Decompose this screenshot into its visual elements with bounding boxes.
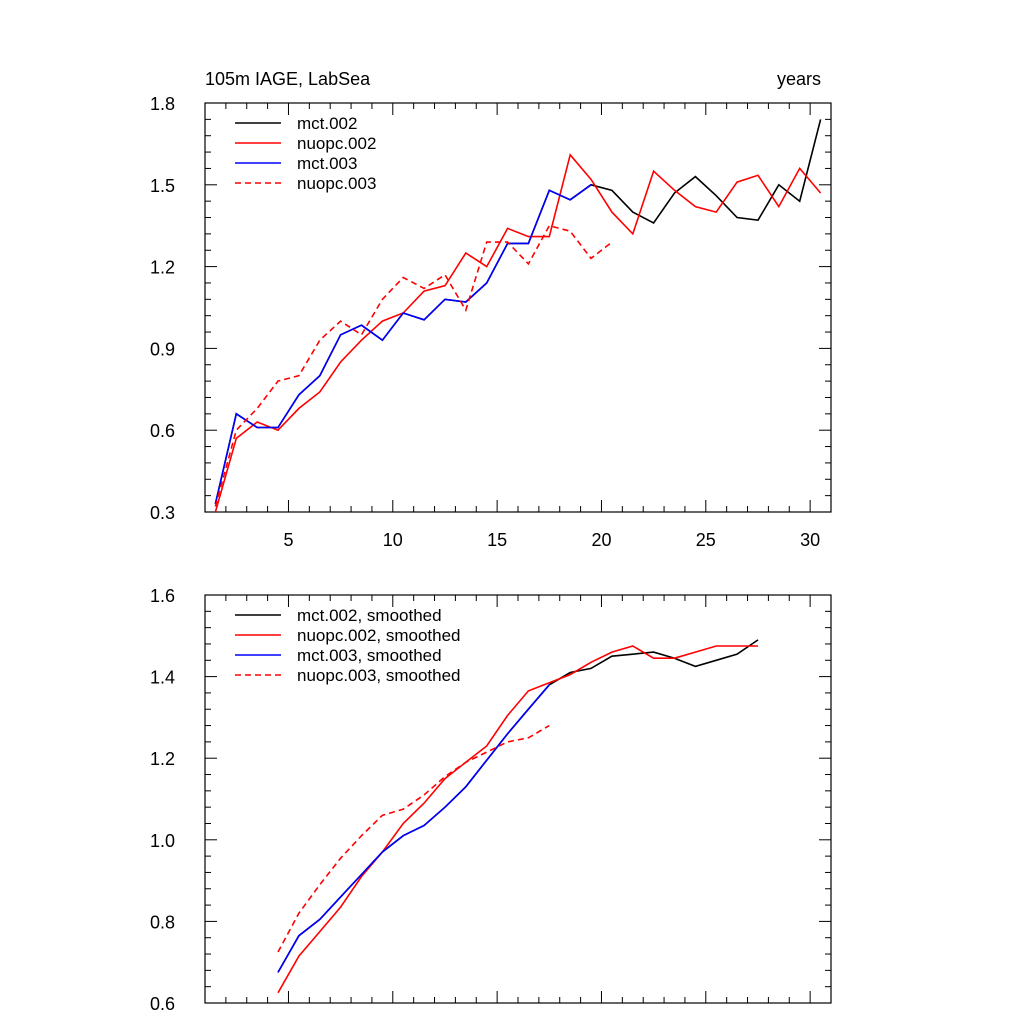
series-line-nuopc-002-smoothed: [277, 645, 758, 994]
legend-label: nuopc.003: [297, 174, 376, 193]
legend-label: mct.003, smoothed: [297, 646, 442, 665]
x-tick-label: 15: [487, 530, 507, 550]
y-tick-label: 1.0: [150, 831, 175, 851]
y-tick-label: 0.6: [150, 994, 175, 1014]
y-tick-label: 0.6: [150, 421, 175, 441]
y-tick-label: 1.6: [150, 586, 175, 606]
series-line-nuopc-003: [214, 224, 613, 507]
y-tick-label: 0.9: [150, 339, 175, 359]
series-group: [277, 639, 759, 994]
series-line-nuopc-003-smoothed: [277, 724, 550, 953]
y-tick-label: 0.8: [150, 912, 175, 932]
series-line-nuopc-002: [214, 153, 822, 512]
chart-title-right: years: [777, 69, 821, 89]
x-tick-label: 10: [383, 530, 403, 550]
y-tick-label: 1.4: [150, 668, 175, 688]
series-line-mct-003: [214, 184, 592, 504]
legend-label: mct.003: [297, 154, 357, 173]
legend-label: mct.002: [297, 114, 357, 133]
series-line-mct-003-smoothed: [277, 684, 550, 973]
x-tick-label: 20: [591, 530, 611, 550]
y-tick-label: 1.2: [150, 258, 175, 278]
legend-label: nuopc.003, smoothed: [297, 666, 461, 685]
series-line-mct-002-smoothed: [277, 639, 759, 973]
legend-label: nuopc.002, smoothed: [297, 626, 461, 645]
plot-panel-1: 5 10 15 20 25 30 0.3 0.6 0.9 1.2 1.5 1.8 105m IAGE, …: [150, 69, 832, 550]
chart-title: 105m IAGE, LabSea: [205, 69, 371, 89]
y-tick-label: 1.2: [150, 749, 175, 769]
legend-label: mct.002, smoothed: [297, 606, 442, 625]
y-tick-label: 1.5: [150, 176, 175, 196]
x-tick-label: 25: [696, 530, 716, 550]
x-tick-label: 30: [800, 530, 820, 550]
series-group: [214, 119, 822, 512]
legend-label: nuopc.002: [297, 134, 376, 153]
x-tick-label: 5: [283, 530, 293, 550]
y-tick-label: 0.3: [150, 503, 175, 523]
y-tick-label: 1.8: [150, 94, 175, 114]
